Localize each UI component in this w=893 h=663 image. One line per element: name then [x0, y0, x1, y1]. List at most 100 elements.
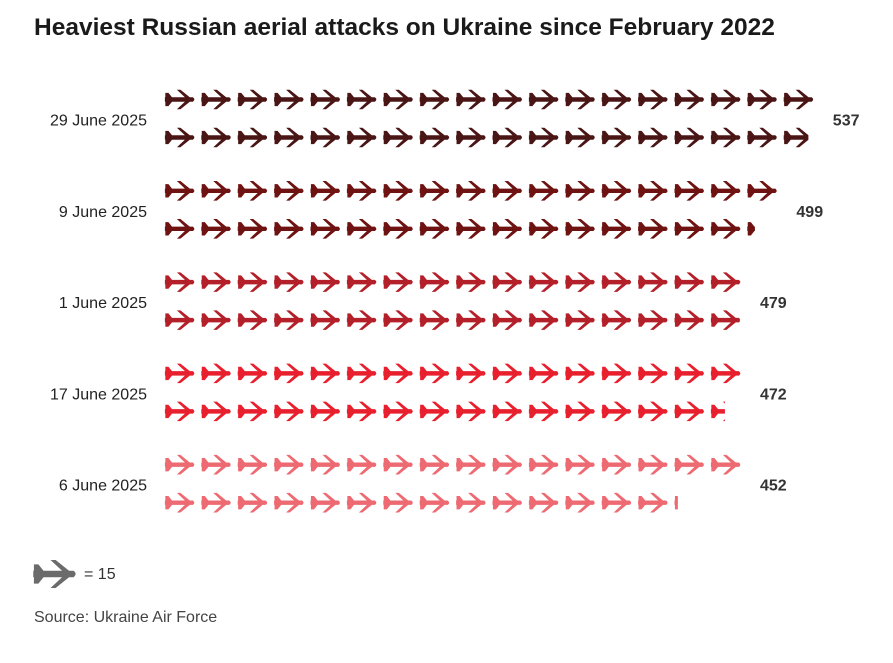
plane-icon — [310, 492, 340, 513]
plane-icon — [274, 492, 304, 513]
plane-icon — [274, 272, 304, 292]
plane-icon — [674, 181, 704, 201]
plane-icon — [456, 401, 486, 422]
plane-icon — [346, 127, 377, 148]
plane-icon — [492, 219, 522, 239]
value-label: 452 — [760, 478, 787, 495]
source-note: Source: Ukraine Air Force — [34, 609, 218, 626]
plane-icon — [601, 363, 632, 384]
plane-icon — [528, 219, 559, 239]
plane-icon — [638, 219, 668, 239]
plane-icon — [528, 181, 559, 201]
plane-icon — [783, 127, 809, 148]
plane-icon — [419, 127, 450, 148]
plane-icon — [310, 401, 340, 422]
plane-icon — [274, 89, 304, 110]
plane-icon — [601, 181, 632, 201]
plane-icon — [565, 310, 595, 330]
plane-icon — [638, 181, 668, 201]
value-label: 479 — [760, 295, 787, 312]
plane-icon — [710, 127, 741, 148]
plane-icon — [346, 272, 377, 292]
plane-icon — [201, 454, 231, 475]
plane-icon — [346, 89, 377, 110]
plane-icon — [565, 272, 595, 292]
plane-icon — [310, 363, 340, 384]
plane-icon — [674, 89, 704, 110]
plane-icon — [346, 363, 377, 384]
plane-icon — [638, 127, 668, 148]
plane-icon — [419, 219, 450, 239]
plane-icon — [601, 401, 632, 422]
plane-icon — [492, 363, 522, 384]
plane-icon — [310, 310, 340, 330]
plane-icon — [710, 363, 741, 384]
plane-icon — [346, 310, 377, 330]
plane-icon — [164, 492, 195, 513]
plane-icon — [528, 127, 559, 148]
plane-icon — [310, 127, 340, 148]
legend-label: = 15 — [84, 566, 116, 583]
plane-icon — [419, 89, 450, 110]
plane-icon — [674, 310, 704, 330]
plane-icon — [164, 310, 195, 330]
plane-icon — [601, 272, 632, 292]
plane-icon — [638, 363, 668, 384]
plane-icon — [456, 127, 486, 148]
plane-icon — [383, 454, 413, 475]
plane-icon — [419, 363, 450, 384]
plane-icon — [638, 310, 668, 330]
plane-icon — [456, 89, 486, 110]
plane-icon — [710, 310, 740, 330]
plane-icon — [674, 219, 704, 239]
plane-icon — [274, 310, 304, 330]
plane-icon — [565, 219, 595, 239]
value-label: 499 — [796, 204, 823, 221]
plane-icon — [237, 219, 268, 239]
plane-icon — [274, 363, 304, 384]
plane-icon — [747, 127, 777, 148]
plane-icon — [383, 401, 413, 422]
plane-icon — [310, 89, 340, 110]
plane-icon — [638, 454, 668, 475]
plane-icon — [237, 89, 268, 110]
plane-icon — [601, 89, 632, 110]
plane-icon — [528, 363, 559, 384]
plane-icon — [710, 89, 741, 110]
plane-icon — [638, 401, 668, 422]
plane-icon — [528, 89, 559, 110]
plane-icon — [310, 454, 340, 475]
plane-icon — [674, 127, 704, 148]
plane-icon — [528, 492, 559, 513]
plane-icon — [419, 492, 450, 513]
plane-icon — [164, 181, 195, 201]
plane-icon — [747, 181, 777, 201]
plane-icon — [383, 492, 413, 513]
plane-icon — [310, 272, 340, 292]
plane-icon — [419, 310, 450, 330]
plane-icon — [601, 127, 632, 148]
plane-icon — [528, 401, 559, 422]
plane-icon — [383, 89, 413, 110]
plane-icon — [528, 310, 559, 330]
plane-icon — [201, 181, 231, 201]
plane-icon — [237, 310, 268, 330]
plane-icon — [710, 181, 741, 201]
plane-icon — [456, 219, 486, 239]
plane-icon — [456, 454, 486, 475]
plane-icon — [565, 89, 595, 110]
plane-icon — [237, 127, 268, 148]
plane-icon — [383, 181, 413, 201]
plane-icon — [747, 89, 777, 110]
plane-icon — [346, 219, 377, 239]
plane-icon — [601, 310, 632, 330]
plane-icon — [674, 454, 704, 475]
plane-icon — [492, 89, 522, 110]
category-label: 9 June 2025 — [59, 204, 147, 221]
plane-icon — [237, 401, 268, 422]
plane-icon — [528, 454, 559, 475]
plane-icon — [492, 310, 522, 330]
plane-icon — [565, 492, 595, 513]
plane-icon — [456, 272, 486, 292]
plane-icon — [274, 219, 304, 239]
